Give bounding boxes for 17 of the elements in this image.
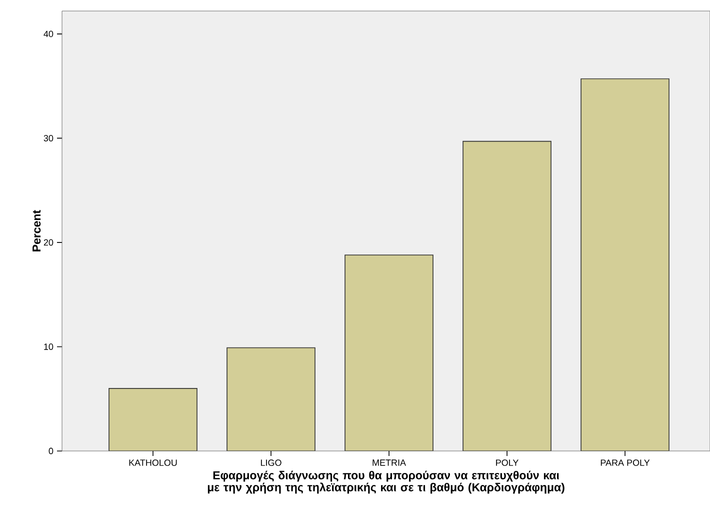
bar	[580, 78, 670, 451]
x-tick-label: POLY	[496, 460, 518, 466]
bar	[344, 254, 434, 451]
x-tick-label: METRIA	[372, 460, 406, 466]
bar	[462, 140, 552, 451]
y-tick-label: 10	[44, 344, 54, 350]
y-tick-label: 20	[44, 239, 54, 246]
x-tick-label: PARA POLY	[600, 460, 650, 466]
x-axis-title: Εφαρμογές διάγνωσης που θα μπορούσαν να επιτευχθούν και με την χρήση της τηλεϊατρικής και σε τι βαθμό (Καρδιογράφημα)	[208, 470, 564, 494]
x-tick-label: LIGO	[260, 460, 282, 466]
bar	[226, 347, 316, 451]
x-tick-label: KATHOLOU	[129, 460, 177, 466]
y-axis-title: Percent	[32, 210, 41, 252]
y-tick-label: 0	[48, 448, 54, 454]
y-tick-label: 30	[44, 135, 54, 142]
bar	[108, 388, 198, 451]
y-tick-label: 40	[44, 30, 54, 38]
